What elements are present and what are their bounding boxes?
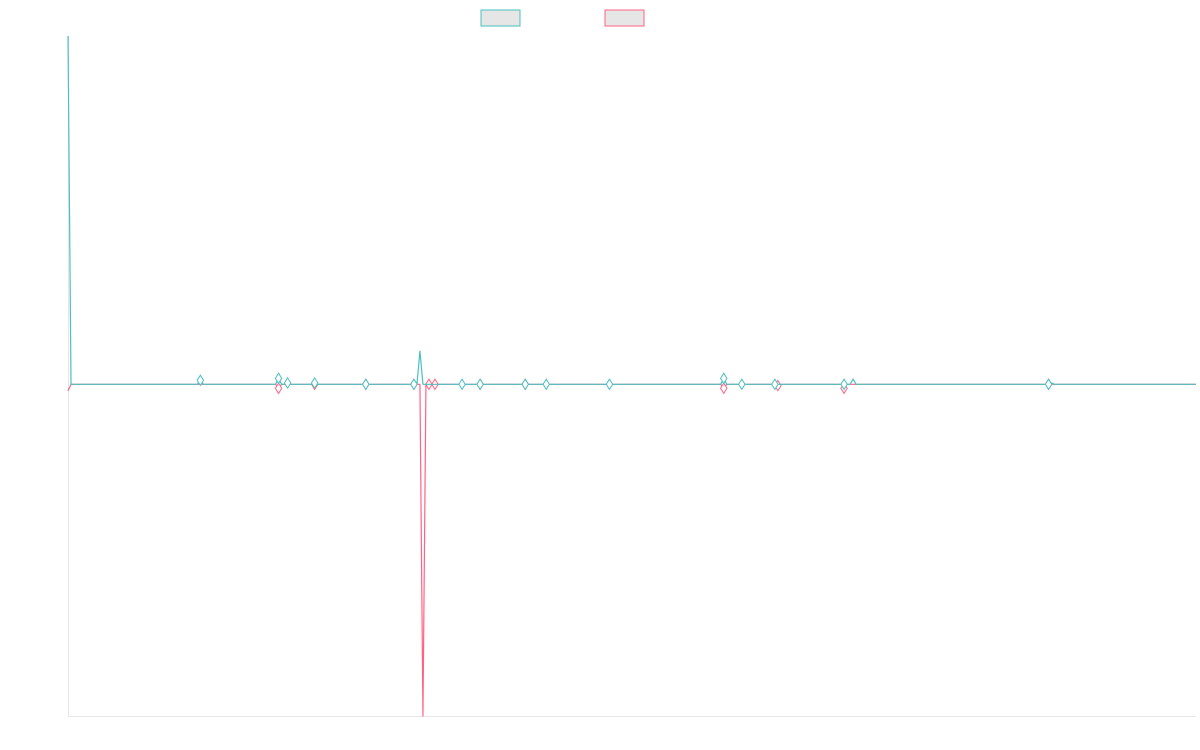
series-1-point[interactable] [310,376,319,390]
series-1-point[interactable] [476,378,484,391]
series-1-point[interactable] [362,378,370,391]
series-1-point[interactable] [719,372,728,385]
series-2-point[interactable] [274,382,283,395]
series-2-line[interactable] [67,383,1196,717]
series-1 [67,35,1196,391]
series-1-point[interactable] [274,372,283,385]
series-1-line[interactable] [67,35,1196,385]
series-1-point[interactable] [605,378,614,391]
series-1-point[interactable] [840,378,848,391]
series-2-point[interactable] [719,382,728,395]
series-1-point[interactable] [1044,378,1053,391]
series-2 [67,378,1196,717]
series-1-point[interactable] [458,378,466,391]
legend[interactable] [480,9,645,27]
series-1-point[interactable] [410,378,418,391]
legend-swatch-series-1[interactable] [480,9,521,27]
series-1-point[interactable] [738,378,746,391]
legend-swatch-series-2[interactable] [604,9,645,27]
series-1-point[interactable] [542,378,551,391]
series-1-point[interactable] [283,376,292,390]
series-1-point[interactable] [771,378,779,391]
series-1-point[interactable] [196,374,205,387]
series-1-point[interactable] [521,378,530,391]
series-layer [67,35,1196,717]
